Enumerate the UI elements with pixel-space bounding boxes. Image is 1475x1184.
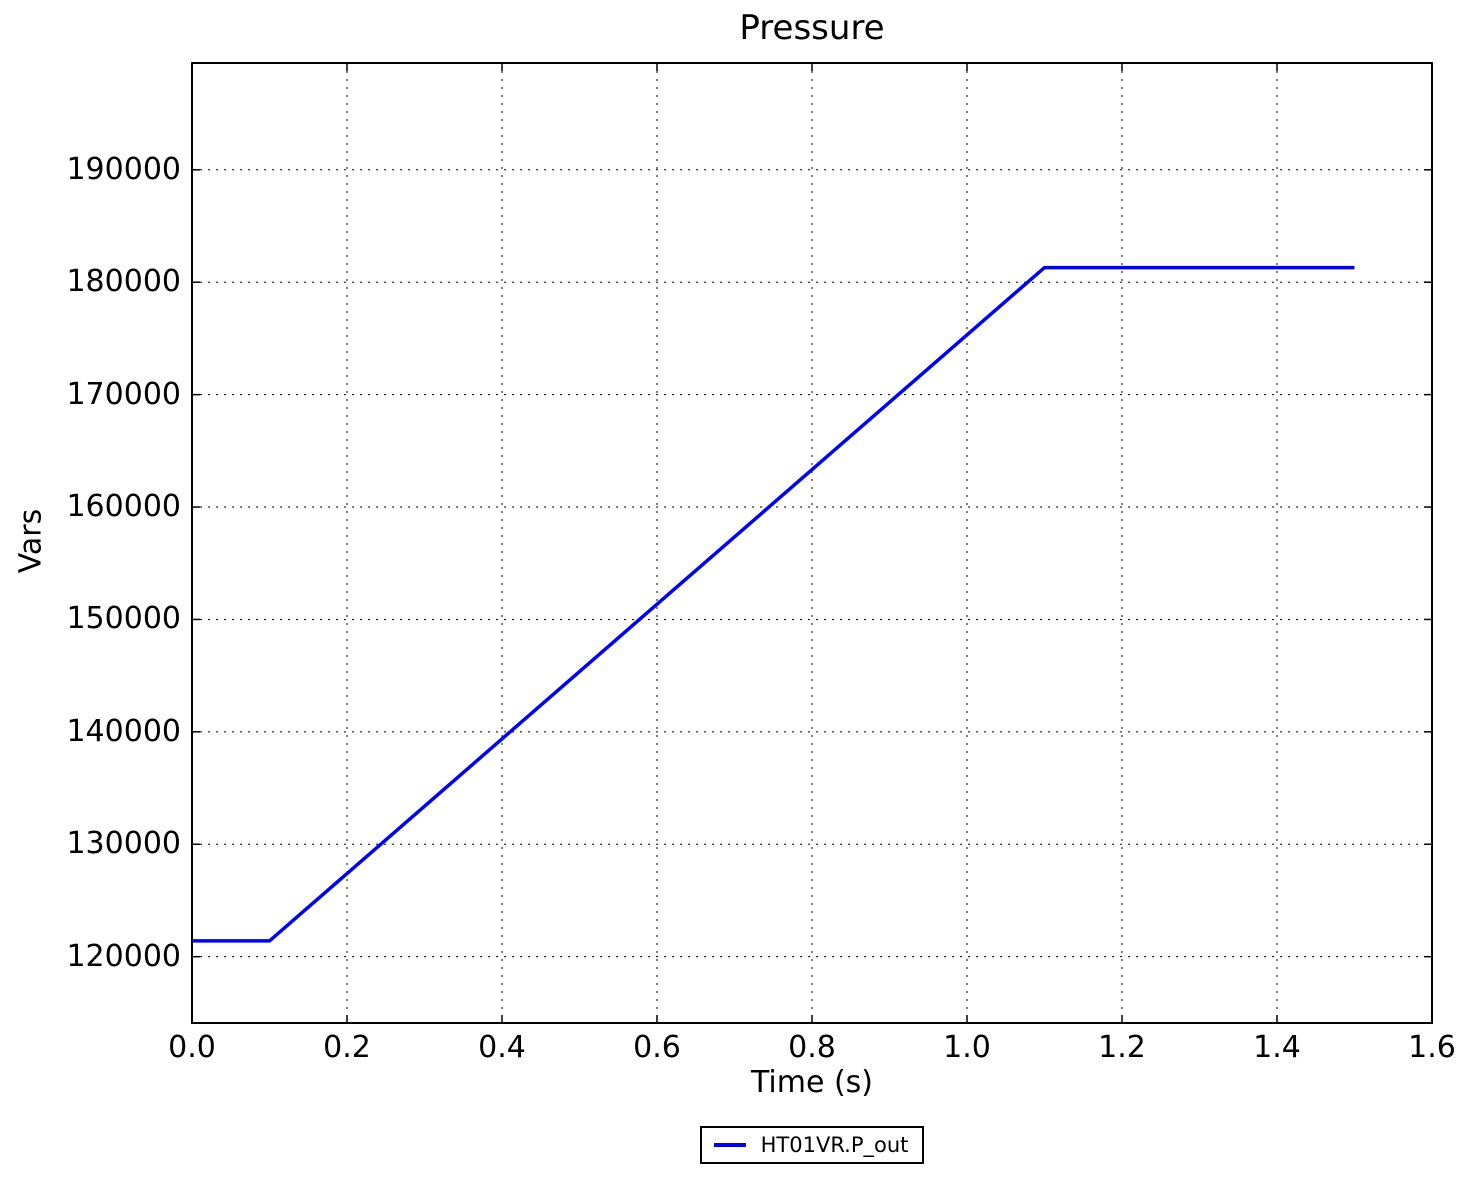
y-tick-label: 190000 xyxy=(66,151,181,187)
y-tick-label: 140000 xyxy=(66,713,181,749)
x-tick-label: 1.6 xyxy=(1408,1030,1456,1065)
y-tick-label: 120000 xyxy=(66,938,181,974)
chart-title: Pressure xyxy=(739,8,885,48)
legend: HT01VR.P_out xyxy=(192,1126,1432,1164)
y-tick-label: 170000 xyxy=(66,376,181,412)
series-line xyxy=(192,265,1355,943)
x-tick-label: 0.6 xyxy=(633,1030,681,1065)
legend-label: HT01VR.P_out xyxy=(760,1133,909,1157)
legend-box: HT01VR.P_out xyxy=(699,1126,925,1164)
legend-line-sample xyxy=(713,1143,746,1147)
x-tick-label: 1.4 xyxy=(1253,1030,1301,1065)
x-axis-label: Time (s) xyxy=(751,1065,873,1100)
x-tick-label: 0.2 xyxy=(323,1030,371,1065)
x-tick-label: 1.0 xyxy=(943,1030,991,1065)
y-tick-label: 150000 xyxy=(66,601,181,637)
x-tick-label: 1.2 xyxy=(1098,1030,1146,1065)
y-tick-label: 160000 xyxy=(66,489,181,525)
x-tick-label: 0.0 xyxy=(168,1030,216,1065)
y-tick-label: 130000 xyxy=(66,826,181,862)
x-tick-label: 0.8 xyxy=(788,1030,836,1065)
y-tick-label: 180000 xyxy=(66,264,181,300)
x-tick-label: 0.4 xyxy=(478,1030,526,1065)
